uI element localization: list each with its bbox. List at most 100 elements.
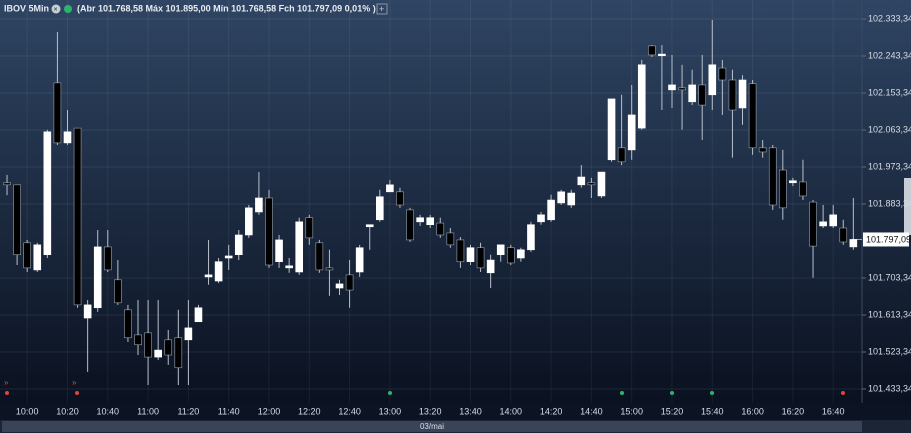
candle-body <box>255 197 263 213</box>
candle-body <box>617 147 626 163</box>
candle-body <box>23 242 31 269</box>
x-tick-label: 14:20 <box>540 406 563 416</box>
candle-body <box>768 147 777 206</box>
candle-body <box>93 246 102 309</box>
candle-body <box>839 227 848 243</box>
candle-body <box>416 217 424 223</box>
candle-body <box>688 84 696 103</box>
signal-arrow: » <box>72 378 77 387</box>
candle-body <box>396 191 404 206</box>
signal-dot <box>388 391 392 395</box>
candle-body <box>718 67 727 81</box>
signal-dot <box>841 391 845 395</box>
candle-body <box>678 87 686 91</box>
candle-body <box>33 244 42 271</box>
candle-body <box>386 184 394 193</box>
candle-body <box>114 279 122 304</box>
candle-body <box>537 214 545 223</box>
signals: » » <box>4 378 845 395</box>
candle-body <box>295 221 304 273</box>
x-tick-label: 13:40 <box>459 406 482 416</box>
candle-body <box>607 98 616 161</box>
x-tick-label: 12:00 <box>258 406 281 416</box>
candle-body <box>355 247 364 273</box>
candle-body <box>376 196 384 221</box>
x-tick-label: 10:20 <box>56 406 79 416</box>
candle-body <box>275 239 283 263</box>
signal-dot <box>670 391 674 395</box>
candle-body <box>627 114 636 151</box>
x-tick-label: 14:00 <box>500 406 523 416</box>
symbol[interactable]: IBOV 5Min <box>4 3 49 13</box>
y-tick-label: 101.613,34 <box>868 309 911 319</box>
candle-body <box>758 147 767 153</box>
date-label: 03/mai <box>420 422 444 431</box>
x-tick-label: 10:40 <box>97 406 120 416</box>
x-tick-label: 15:00 <box>620 406 643 416</box>
last-price-label: 101.797,09 <box>866 234 911 244</box>
candle-body <box>456 239 465 263</box>
add-button[interactable] <box>376 3 388 15</box>
candle-body <box>154 349 162 358</box>
candle-body <box>466 247 475 263</box>
y-tick-label: 101.433,34 <box>868 383 911 393</box>
x-tick-label: 12:20 <box>298 406 321 416</box>
header: IBOV 5Min × (Abr 101.768,58 Máx 101.895,… <box>4 3 388 15</box>
candle-body <box>265 197 273 266</box>
y-tick-label: 101.703,34 <box>868 272 911 282</box>
candle-body <box>517 249 525 259</box>
candle-body <box>13 184 21 256</box>
candle-body <box>365 224 374 228</box>
candle-body <box>53 82 62 144</box>
x-tick-label: 15:20 <box>661 406 684 416</box>
add-icon: + <box>379 4 384 14</box>
y-tick-label: 102.153,34 <box>868 87 911 97</box>
candle-body <box>305 217 314 239</box>
y-tick-label: 102.243,34 <box>868 50 911 60</box>
candle-body <box>335 283 344 289</box>
candle-body <box>637 64 646 129</box>
candle-body <box>708 64 717 96</box>
candle-body <box>829 214 837 227</box>
candle-body <box>738 79 747 109</box>
x-tick-label: 11:00 <box>137 406 159 416</box>
candle-body <box>204 274 213 278</box>
candle-body <box>43 131 52 256</box>
status-dot <box>64 5 72 13</box>
x-tick-label: 12:40 <box>338 406 361 416</box>
x-tick-label: 16:00 <box>741 406 764 416</box>
candle-body <box>779 169 787 209</box>
candle-body <box>144 332 152 358</box>
candle-body <box>557 191 565 204</box>
price-scroll-handle[interactable] <box>904 178 911 235</box>
grid <box>0 0 866 403</box>
signal-dot <box>710 391 714 395</box>
candle-body <box>476 247 485 269</box>
candle-body <box>345 274 354 291</box>
candle-body <box>245 207 253 236</box>
candle-body <box>63 131 72 144</box>
candle-body <box>506 247 515 264</box>
candles <box>3 19 858 386</box>
candle-body <box>315 242 324 271</box>
candle-body <box>809 201 817 247</box>
x-tick-label: 10:00 <box>16 406 39 416</box>
x-tick-label: 15:40 <box>701 406 724 416</box>
close-button[interactable] <box>51 4 61 14</box>
signal-dot <box>5 391 9 395</box>
x-tick-label: 13:00 <box>379 406 402 416</box>
scroll-track[interactable] <box>2 421 862 432</box>
candle-body <box>174 337 183 369</box>
x-tick-label: 14:40 <box>580 406 603 416</box>
signal-dot <box>620 391 624 395</box>
candle-body <box>567 192 576 206</box>
summary: (Abr 101.768,58 Máx 101.895,00 Mín 101.7… <box>77 3 376 13</box>
candle-body <box>658 53 666 57</box>
candle-body <box>184 327 193 341</box>
candle-body <box>819 221 827 227</box>
x-tick-label: 16:20 <box>782 406 805 416</box>
candle-body <box>486 259 495 274</box>
candle-body <box>597 171 606 197</box>
